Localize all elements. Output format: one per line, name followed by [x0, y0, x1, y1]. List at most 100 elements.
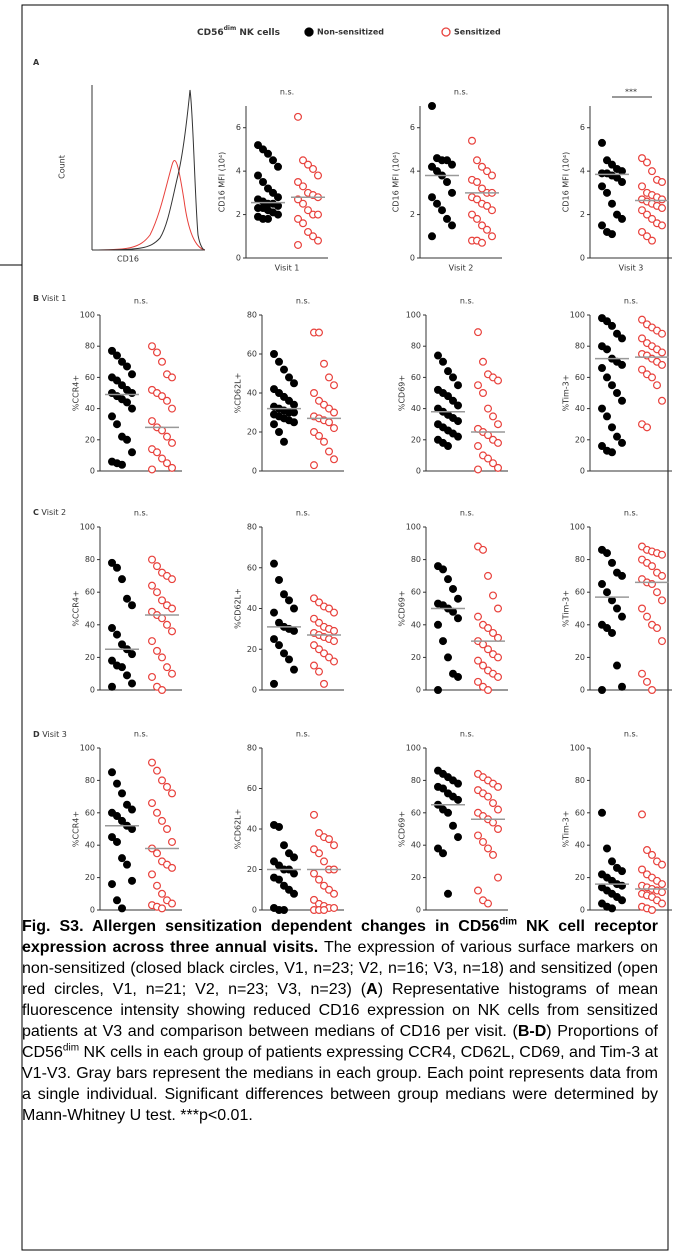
data-point: [168, 463, 177, 472]
y-tick-label: 20: [411, 873, 421, 882]
data-point: [642, 846, 651, 855]
data-point: [168, 669, 177, 678]
y-tick-label: 6: [410, 123, 415, 132]
data-point: [602, 317, 611, 326]
y-tick-label: 40: [411, 404, 421, 413]
panel-row-label: Visit 1: [42, 294, 67, 303]
data-point: [330, 903, 339, 912]
y-axis-label: CD16 MFI (10⁴): [392, 152, 401, 213]
y-axis-label: %Tim-3+: [562, 375, 571, 412]
data-point: [117, 460, 126, 469]
data-point: [148, 465, 157, 474]
data-point: [158, 614, 167, 623]
data-point: [264, 149, 273, 158]
data-point: [122, 435, 131, 444]
data-point: [315, 849, 324, 858]
data-point: [148, 417, 157, 426]
data-point: [488, 206, 497, 215]
data-point: [647, 373, 656, 382]
y-tick-label: 4: [580, 167, 585, 176]
data-point: [647, 214, 656, 223]
caption-title: NK cell receptor expression across three…: [22, 918, 659, 956]
data-point: [269, 188, 278, 197]
data-point: [280, 365, 289, 374]
data-point: [448, 160, 457, 169]
data-point: [637, 334, 646, 343]
data-point: [270, 559, 279, 568]
data-point: [254, 141, 263, 150]
chart-title: n.s.: [134, 297, 148, 306]
data-point: [163, 459, 172, 468]
data-point: [310, 389, 319, 398]
data-point: [607, 628, 616, 637]
x-axis-label: Visit 2: [449, 264, 474, 273]
y-tick-label: 0: [580, 254, 585, 263]
data-point: [489, 818, 498, 827]
data-point: [315, 431, 324, 440]
data-point: [637, 206, 646, 215]
frame: [21, 4, 669, 1251]
data-point: [325, 835, 334, 844]
data-point: [310, 661, 319, 670]
data-point: [163, 824, 172, 833]
data-point: [489, 591, 498, 600]
data-point: [168, 837, 177, 846]
caption-text: The expression of various surface marker…: [22, 939, 658, 998]
data-point: [607, 230, 616, 239]
y-tick-label: 80: [575, 776, 585, 785]
data-point: [290, 604, 299, 613]
data-point: [494, 376, 503, 385]
data-point: [479, 661, 488, 670]
y-tick-label: 80: [411, 555, 421, 564]
y-tick-label: 40: [247, 604, 257, 613]
data-point: [153, 588, 162, 597]
data-point: [117, 381, 126, 390]
data-point: [449, 584, 458, 593]
data-point: [449, 396, 458, 405]
data-point: [489, 628, 498, 637]
data-point: [433, 199, 442, 208]
data-point: [112, 896, 121, 905]
data-point: [454, 432, 463, 441]
data-point: [128, 805, 137, 814]
data-point: [112, 420, 121, 429]
data-point: [439, 357, 448, 366]
data-point: [444, 575, 453, 584]
data-point: [330, 889, 339, 898]
data-point: [148, 758, 157, 767]
caption-text: ) Representative histograms of mean fluo…: [22, 981, 658, 1040]
data-point: [168, 863, 177, 872]
y-tick-label: 80: [575, 342, 585, 351]
data-point: [274, 162, 283, 171]
data-point: [444, 889, 453, 898]
data-point: [607, 381, 616, 390]
chart-title: n.s.: [296, 730, 310, 739]
data-point: [449, 607, 458, 616]
data-point: [168, 575, 177, 584]
data-point: [168, 604, 177, 613]
data-point: [597, 364, 606, 373]
data-point: [330, 408, 339, 417]
caption-sup: dim: [499, 916, 517, 928]
y-axis-label: CD16 MFI (10⁴): [218, 152, 227, 213]
y-tick-label: 40: [575, 404, 585, 413]
data-point: [112, 351, 121, 360]
data-point: [607, 596, 616, 605]
data-point: [602, 624, 611, 633]
y-tick-label: 40: [411, 841, 421, 850]
data-point: [274, 193, 283, 202]
data-point: [483, 167, 492, 176]
data-point: [444, 653, 453, 662]
y-tick-label: 4: [410, 167, 415, 176]
data-point: [294, 214, 303, 223]
data-point: [612, 329, 621, 338]
data-point: [434, 685, 443, 694]
data-point: [168, 438, 177, 447]
data-point: [310, 614, 319, 623]
data-point: [158, 776, 167, 785]
data-point: [163, 432, 172, 441]
data-point: [274, 210, 283, 219]
data-point: [434, 844, 443, 853]
y-tick-label: 4: [236, 167, 241, 176]
data-point: [438, 206, 447, 215]
